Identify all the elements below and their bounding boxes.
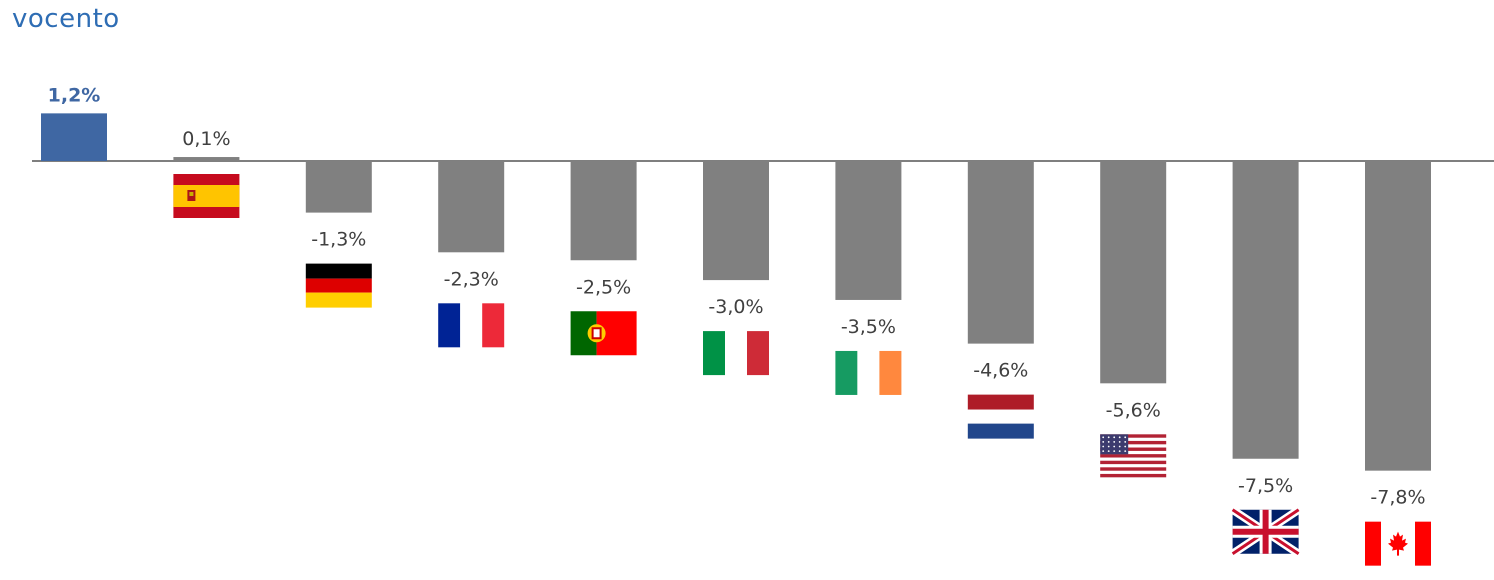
bar-france	[438, 161, 505, 253]
flag-usa-icon	[1100, 434, 1167, 479]
bars-group	[41, 113, 1431, 471]
flag-france-icon	[438, 303, 505, 348]
bar-spain	[173, 157, 240, 161]
flag-ireland-icon	[835, 350, 902, 395]
value-label: -3,5%	[841, 316, 896, 338]
bar-united-states	[1100, 161, 1167, 384]
bar-vocento	[41, 113, 107, 161]
bar-ireland	[835, 161, 902, 300]
value-label: -4,6%	[973, 360, 1028, 382]
value-labels-group: 1,2% 0,1% -1,3% -2,3% -2,5% -3,0% -3,5% -4,6% -5…	[48, 84, 1426, 508]
flag-uk-icon	[1230, 506, 1301, 558]
value-label: 0,1%	[182, 128, 230, 150]
bar-italy	[703, 161, 769, 281]
value-label: -5,6%	[1106, 399, 1161, 421]
bar-netherlands	[967, 161, 1034, 344]
bar-united-kingdom	[1232, 161, 1299, 459]
value-label: -7,5%	[1238, 475, 1293, 497]
value-label: -2,3%	[444, 268, 499, 290]
flag-canada-icon	[1365, 521, 1431, 566]
value-label: -2,5%	[576, 276, 631, 298]
value-label: -1,3%	[311, 229, 366, 251]
flag-germany-icon	[305, 263, 372, 308]
flag-portugal-icon	[570, 311, 637, 356]
value-label: 1,2%	[48, 84, 101, 106]
bar-portugal	[570, 161, 637, 261]
vocento-logo: vocento	[12, 4, 120, 34]
bar-canada	[1365, 161, 1431, 471]
flag-spain-icon	[173, 174, 240, 218]
value-label: -7,8%	[1370, 487, 1425, 509]
bar-germany	[305, 161, 372, 213]
flag-netherlands-icon	[967, 394, 1034, 439]
value-label: -3,0%	[708, 296, 763, 318]
flags-group	[173, 174, 1431, 566]
flag-italy-icon	[703, 331, 769, 376]
